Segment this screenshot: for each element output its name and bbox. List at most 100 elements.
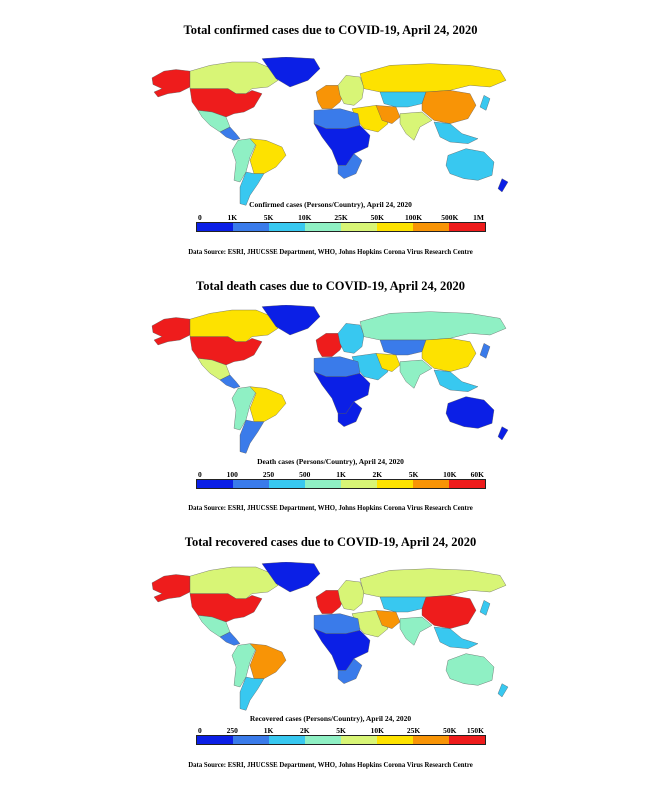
legend-tick-label: 50K xyxy=(443,726,457,735)
country-region-india xyxy=(399,359,433,389)
country-region-central-asia xyxy=(379,91,427,108)
color-scale-segment xyxy=(341,223,377,231)
country-region-china xyxy=(421,90,477,124)
color-scale-segment xyxy=(377,736,413,744)
country-region-southern-africa xyxy=(337,153,363,179)
country-region-greenland xyxy=(261,57,321,88)
color-scale-segment xyxy=(377,480,413,488)
legend-ticks: 0 250 1K 2K 5K 10K 25K 50K 150K xyxy=(196,726,486,736)
legend-tick-label: 1K xyxy=(336,470,346,479)
legend-tick-label: 250 xyxy=(226,726,238,735)
country-region-china xyxy=(421,338,477,372)
legend-tick-label: 60K xyxy=(470,470,484,479)
country-region-sub-saharan-africa xyxy=(313,628,371,671)
country-region-iran xyxy=(375,610,401,629)
legend-tick-label: 0 xyxy=(198,726,202,735)
legend-tick-label: 100 xyxy=(226,470,238,479)
legend-tick-label: 250 xyxy=(262,470,275,479)
color-scale-segment xyxy=(305,480,341,488)
panel-title: Total recovered cases due to COVID-19, A… xyxy=(184,535,477,549)
color-scale-segment xyxy=(233,223,269,231)
legend-tick-label: 150K xyxy=(466,726,484,735)
country-region-india xyxy=(399,616,433,646)
color-scale-segment xyxy=(233,480,269,488)
country-region-southeast-asia xyxy=(433,369,479,392)
country-region-eastern-europe xyxy=(337,75,365,106)
legend-tick-label: 5K xyxy=(263,213,274,222)
legend-tick-label: 1M xyxy=(473,213,484,222)
color-scale-segment xyxy=(305,223,341,231)
world-map-deaths xyxy=(151,305,509,454)
legend-tick-label: 100K xyxy=(404,213,423,222)
color-scale-segment xyxy=(449,736,485,744)
color-scale-segment xyxy=(305,736,341,744)
country-region-new-zealand xyxy=(497,426,509,441)
country-region-russia xyxy=(359,568,507,598)
country-region-central-asia xyxy=(379,339,427,356)
country-region-central-america xyxy=(219,126,241,141)
legend-title: Death cases (Persons/Country), April 24,… xyxy=(257,457,404,466)
panel-title: Total death cases due to COVID-19, April… xyxy=(196,279,465,293)
color-scale-segment xyxy=(341,480,377,488)
legend-tick-label: 50K xyxy=(370,213,384,222)
country-region-brazil xyxy=(249,138,287,174)
country-region-australia xyxy=(445,653,495,686)
legend-tick-label: 2K xyxy=(372,470,383,479)
country-region-central-america xyxy=(219,374,241,389)
country-region-japan xyxy=(479,600,491,616)
color-scale-segment xyxy=(449,223,485,231)
legend-title: Confirmed cases (Persons/Country), April… xyxy=(249,200,412,209)
legend-tick-label: 500 xyxy=(299,470,311,479)
world-map-recovered xyxy=(151,562,509,711)
country-region-alaska xyxy=(151,574,191,603)
legend-tick-label: 10K xyxy=(370,726,384,735)
country-region-central-america xyxy=(219,631,241,646)
country-region-central-asia xyxy=(379,596,427,613)
country-region-southeast-asia xyxy=(433,626,479,649)
legend-tick-label: 0 xyxy=(198,213,202,222)
country-region-iran xyxy=(375,353,401,372)
country-region-south-america-south xyxy=(239,171,265,206)
country-region-australia xyxy=(445,396,495,429)
color-scale-bar xyxy=(196,735,486,745)
color-scale-segment xyxy=(413,736,449,744)
country-region-eastern-europe xyxy=(337,323,365,354)
color-scale-segment xyxy=(377,223,413,231)
country-region-japan xyxy=(479,95,491,111)
country-region-brazil xyxy=(249,643,287,679)
country-region-russia xyxy=(359,311,507,341)
legend-tick-label: 500K xyxy=(441,213,459,222)
country-region-sub-saharan-africa xyxy=(313,371,371,414)
data-source: Data Source: ESRI, JHUCSSE Department, W… xyxy=(188,505,473,512)
country-region-western-europe xyxy=(315,590,345,614)
color-scale-segment xyxy=(269,480,305,488)
legend-tick-label: 10K xyxy=(298,213,312,222)
country-region-western-europe xyxy=(315,333,345,357)
legend-tick-label: 2K xyxy=(299,726,310,735)
country-region-china xyxy=(421,595,477,629)
color-scale-segment xyxy=(269,736,305,744)
color-scale-segment xyxy=(233,736,269,744)
country-region-new-zealand xyxy=(497,683,509,698)
color-scale-segment xyxy=(413,223,449,231)
data-source: Data Source: ESRI, JHUCSSE Department, W… xyxy=(188,249,473,256)
color-scale-segment xyxy=(449,480,485,488)
world-map-confirmed xyxy=(151,57,509,206)
color-scale-bar xyxy=(196,222,486,232)
legend-title: Recovered cases (Persons/Country), April… xyxy=(249,714,412,723)
legend-ticks: 0 1K 5K 10K 25K 50K 100K 500K 1M xyxy=(196,213,486,223)
color-scale-segment xyxy=(269,223,305,231)
panel-title: Total confirmed cases due to COVID-19, A… xyxy=(183,23,478,37)
legend-tick-label: 1K xyxy=(263,726,274,735)
legend-tick-label: 5K xyxy=(336,726,346,735)
country-region-southern-africa xyxy=(337,658,363,684)
legend-ticks: 0 100 250 500 1K 2K 5K 10K 60K xyxy=(196,470,486,480)
country-region-brazil xyxy=(249,386,287,422)
country-region-japan xyxy=(479,343,491,359)
color-scale-segment xyxy=(197,480,233,488)
country-region-alaska xyxy=(151,69,191,98)
country-region-eastern-europe xyxy=(337,580,365,611)
color-scale-segment xyxy=(413,480,449,488)
country-region-western-europe xyxy=(315,85,345,109)
country-region-australia xyxy=(445,148,495,181)
